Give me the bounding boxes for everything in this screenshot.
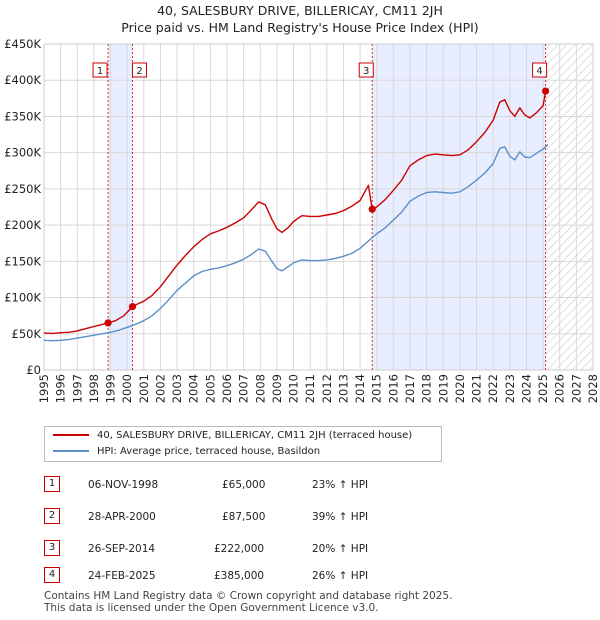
y-tick-label: £200K bbox=[4, 218, 41, 232]
shaded-region bbox=[108, 44, 133, 370]
sale-point bbox=[128, 303, 137, 311]
x-tick-label: 2016 bbox=[386, 374, 400, 403]
y-tick-label: £50K bbox=[12, 327, 42, 341]
x-tick-label: 2020 bbox=[453, 374, 467, 403]
transaction-price: £65,000 bbox=[222, 479, 266, 491]
transaction-number: 4 bbox=[44, 567, 60, 583]
transaction-hpi: 23% ↑ HPI bbox=[312, 479, 369, 491]
legend-item-hpi: HPI: Average price, terraced house, Basi… bbox=[53, 444, 320, 460]
transaction-date: 26-SEP-2014 bbox=[88, 543, 156, 555]
x-tick-label: 2001 bbox=[137, 374, 151, 403]
transaction-price: £222,000 bbox=[214, 543, 265, 555]
x-tick-label: 1995 bbox=[37, 374, 51, 403]
x-tick-label: 2004 bbox=[187, 374, 201, 403]
legend-swatch-hpi bbox=[53, 450, 89, 452]
x-tick-label: 2002 bbox=[153, 374, 167, 403]
transaction-hpi: 39% ↑ HPI bbox=[312, 511, 369, 523]
x-tick-label: 2027 bbox=[569, 374, 583, 403]
legend-label-property: 40, SALESBURY DRIVE, BILLERICAY, CM11 2J… bbox=[97, 430, 413, 441]
x-tick-label: 2023 bbox=[503, 374, 517, 403]
transaction-label-box: 4 bbox=[532, 62, 548, 78]
legend-swatch-property bbox=[53, 434, 89, 436]
transaction-label-frame bbox=[358, 62, 374, 78]
x-tick-label: 2015 bbox=[370, 374, 384, 403]
plot-border bbox=[43, 43, 594, 371]
transaction-label-number: 2 bbox=[136, 66, 142, 77]
sale-point bbox=[541, 87, 550, 95]
x-tick-label: 2012 bbox=[320, 374, 334, 403]
x-tick-label: 2028 bbox=[586, 374, 600, 403]
x-tick-label: 2017 bbox=[403, 374, 417, 403]
x-tick-label: 1999 bbox=[104, 374, 118, 403]
x-tick-label: 2024 bbox=[519, 374, 533, 403]
x-tick-label: 2018 bbox=[420, 374, 434, 403]
forecast-hatch bbox=[545, 44, 593, 370]
price-chart: £0 £50K £100K £150K £200K £250K £300K £350K £400… bbox=[4, 37, 600, 403]
legend-item-property: 40, SALESBURY DRIVE, BILLERICAY, CM11 2J… bbox=[53, 428, 412, 444]
x-tick-label: 1998 bbox=[87, 374, 101, 403]
x-tick-label: 2005 bbox=[203, 374, 217, 403]
transaction-label-frame bbox=[92, 62, 108, 78]
y-tick-label: £250K bbox=[4, 182, 41, 196]
y-tick-label: £350K bbox=[4, 109, 41, 123]
footer: Contains HM Land Registry data © Crown c… bbox=[44, 590, 452, 614]
sale-point bbox=[368, 205, 376, 213]
hpi-line bbox=[43, 144, 549, 342]
transaction-label-number: 1 bbox=[97, 66, 103, 77]
footer-copyright: Contains HM Land Registry data © Crown c… bbox=[44, 590, 453, 602]
transaction-number: 2 bbox=[44, 508, 60, 524]
legend: 40, SALESBURY DRIVE, BILLERICAY, CM11 2J… bbox=[44, 426, 442, 462]
transaction-label-number: 3 bbox=[363, 66, 369, 77]
x-tick-label: 1996 bbox=[54, 374, 68, 403]
chart-subtitle: Price paid vs. HM Land Registry's House … bbox=[121, 20, 479, 35]
y-tick-label: £400K bbox=[4, 73, 41, 87]
transaction-date: 24-FEB-2025 bbox=[88, 570, 156, 582]
x-tick-label: 2007 bbox=[237, 374, 251, 403]
transaction-label-box: 3 bbox=[358, 62, 374, 78]
transaction-number: 1 bbox=[44, 476, 60, 492]
y-tick-label: £150K bbox=[4, 254, 41, 268]
transaction-number: 3 bbox=[44, 540, 60, 556]
transaction-row: 3 26-SEP-2014 £222,000 20% ↑ HPI bbox=[0, 540, 600, 560]
transaction-price: £87,500 bbox=[222, 511, 266, 523]
transaction-label-frame bbox=[532, 62, 548, 78]
transaction-date: 06-NOV-1998 bbox=[88, 479, 159, 491]
sale-point bbox=[104, 319, 112, 327]
x-tick-label: 2010 bbox=[287, 374, 301, 403]
transaction-hpi: 20% ↑ HPI bbox=[312, 543, 369, 555]
x-tick-label: 1997 bbox=[70, 374, 84, 403]
x-tick-label: 2013 bbox=[336, 374, 350, 403]
x-tick-label: 2009 bbox=[270, 374, 284, 403]
x-tick-label: 2026 bbox=[553, 374, 567, 403]
y-tick-label: £0 bbox=[26, 363, 41, 377]
x-tick-label: 2022 bbox=[486, 374, 500, 403]
shaded-region bbox=[372, 44, 546, 370]
y-tick-label: £300K bbox=[4, 146, 41, 160]
transaction-label-box: 1 bbox=[92, 62, 108, 78]
x-tick-label: 2011 bbox=[303, 374, 317, 403]
transaction-label-box: 2 bbox=[132, 62, 148, 78]
transaction-row: 1 06-NOV-1998 £65,000 23% ↑ HPI bbox=[0, 476, 600, 496]
x-tick-label: 2019 bbox=[436, 374, 450, 403]
transaction-hpi: 26% ↑ HPI bbox=[312, 570, 369, 582]
x-tick-label: 2025 bbox=[536, 374, 550, 403]
legend-label-hpi: HPI: Average price, terraced house, Basi… bbox=[97, 446, 321, 457]
x-tick-label: 2014 bbox=[353, 374, 367, 403]
x-tick-label: 2008 bbox=[253, 374, 267, 403]
x-tick-label: 2021 bbox=[470, 374, 484, 403]
transaction-row: 4 24-FEB-2025 £385,000 26% ↑ HPI bbox=[0, 567, 600, 587]
y-tick-label: £450K bbox=[4, 37, 41, 51]
footer-licence: This data is licensed under the Open Gov… bbox=[44, 602, 379, 614]
x-tick-label: 2000 bbox=[120, 374, 134, 403]
x-tick-label: 2003 bbox=[170, 374, 184, 403]
transaction-label-frame bbox=[132, 62, 148, 78]
transaction-row: 2 28-APR-2000 £87,500 39% ↑ HPI bbox=[0, 508, 600, 528]
y-tick-label: £100K bbox=[4, 291, 41, 305]
transaction-price: £385,000 bbox=[214, 570, 265, 582]
transaction-date: 28-APR-2000 bbox=[88, 511, 156, 523]
transaction-label-number: 4 bbox=[536, 66, 542, 77]
x-tick-label: 2006 bbox=[220, 374, 234, 403]
chart-title: 40, SALESBURY DRIVE, BILLERICAY, CM11 2J… bbox=[157, 3, 443, 18]
